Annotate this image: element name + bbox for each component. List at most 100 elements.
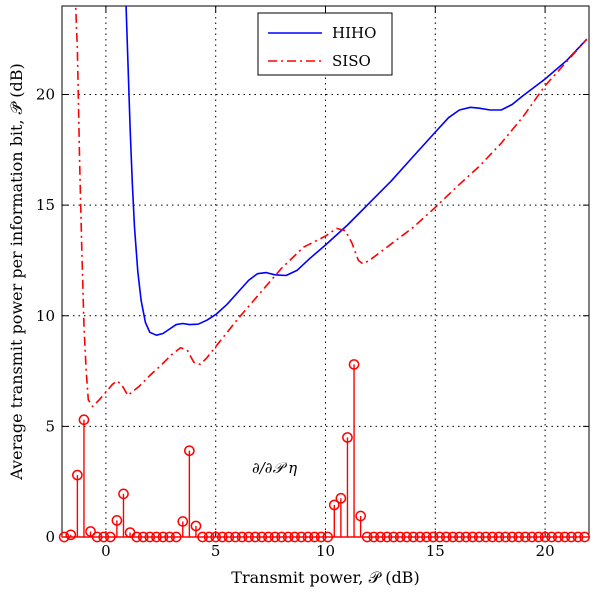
stem-marker [579, 531, 590, 543]
stem-marker [144, 531, 156, 543]
stem-marker [454, 531, 465, 543]
stem-marker [177, 516, 189, 527]
stem-marker [315, 531, 327, 543]
stem-marker [328, 499, 340, 511]
legend-box [257, 12, 393, 76]
series-line-hiho [125, 6, 588, 336]
stem-marker [361, 531, 373, 543]
stem-marker [401, 531, 413, 543]
stem-marker [85, 526, 96, 537]
x-tick-label: 5 [211, 542, 221, 560]
stem-series [58, 359, 590, 543]
stem-marker [249, 531, 261, 543]
stem-marker [137, 531, 149, 543]
stem-marker [434, 531, 446, 543]
stem-marker [421, 531, 432, 543]
stem-marker [414, 531, 426, 543]
stem-marker [513, 531, 525, 543]
stem-marker [302, 531, 314, 543]
stem-marker [500, 531, 511, 543]
stem-marker [230, 531, 241, 543]
stem-marker [118, 488, 129, 500]
stem-marker [546, 531, 558, 543]
stem-marker [289, 531, 301, 543]
stem-marker [480, 531, 492, 543]
stem-marker [335, 492, 347, 504]
stem-marker [552, 531, 564, 543]
stem-marker [447, 531, 459, 543]
stem-marker [539, 531, 551, 543]
stem-marker [407, 531, 419, 543]
y-tick-label: 20 [36, 86, 55, 104]
stem-marker [263, 531, 274, 543]
stem-marker [111, 515, 123, 526]
y-axis-label: Average transmit power per information b… [7, 63, 26, 481]
stem-marker [473, 531, 485, 543]
y-tick-label: 0 [45, 528, 55, 546]
stem-marker [467, 531, 478, 543]
stem-marker [184, 445, 195, 457]
stem-marker [243, 531, 254, 543]
stem-marker [322, 531, 334, 543]
stem-marker [381, 531, 393, 543]
stem-marker [164, 531, 175, 543]
stem-marker [58, 531, 70, 543]
stem-marker [487, 531, 498, 543]
stem-marker [519, 531, 531, 543]
legend: HIHO SISO [257, 12, 393, 76]
stem-marker [91, 531, 103, 543]
stem-marker [269, 531, 281, 543]
stem-marker [348, 359, 360, 370]
stem-marker [170, 531, 182, 543]
stem-marker [493, 531, 505, 543]
stem-marker [236, 531, 248, 543]
stem-marker [427, 531, 439, 543]
stem-marker [355, 510, 366, 522]
y-tick-label: 15 [36, 196, 55, 214]
stem-marker [197, 531, 208, 543]
stem-marker [295, 531, 307, 543]
stem-marker [388, 531, 399, 543]
series-line-siso [74, 6, 588, 408]
y-tick-label: 5 [45, 417, 55, 435]
x-tick-label: 15 [426, 542, 445, 560]
stem-marker [506, 531, 518, 543]
stem-marker [440, 531, 452, 543]
stem-marker [151, 531, 162, 543]
stem-marker [526, 531, 538, 543]
stem-marker [157, 531, 169, 543]
x-tick-label: 20 [536, 542, 555, 560]
stem-marker [572, 531, 584, 543]
stem-marker [309, 531, 320, 543]
stem-marker [223, 531, 235, 543]
stem-marker [559, 531, 571, 543]
stem-marker [131, 531, 143, 543]
stem-marker [98, 531, 110, 543]
stem-marker [394, 531, 406, 543]
stem-marker [104, 531, 116, 543]
x-axis-label: Transmit power, 𝒫 (dB) [231, 568, 419, 587]
stem-marker [460, 531, 472, 543]
x-tick-label: 10 [316, 542, 335, 560]
series-area [74, 6, 588, 408]
stem-marker [203, 531, 215, 543]
legend-label-siso: SISO [332, 52, 371, 70]
grid [62, 6, 589, 537]
stem-marker [72, 469, 83, 481]
stem-marker [256, 531, 268, 543]
stem-marker [276, 531, 287, 543]
stem-marker [78, 414, 90, 426]
legend-label-hiho: HIHO [332, 24, 376, 42]
stem-marker [65, 529, 77, 541]
ticks: 0 5 10 15 20 0 5 10 15 20 [36, 6, 589, 560]
derivative-annotation: ∂/∂𝒫 η [252, 459, 297, 477]
stem-marker [368, 531, 380, 543]
stem-marker [566, 531, 577, 543]
stem-marker [533, 531, 544, 543]
stem-marker [342, 432, 353, 443]
stem-marker [216, 531, 228, 543]
x-tick-label: 0 [101, 542, 111, 560]
stem-marker [375, 531, 386, 543]
stem-marker [190, 520, 202, 532]
